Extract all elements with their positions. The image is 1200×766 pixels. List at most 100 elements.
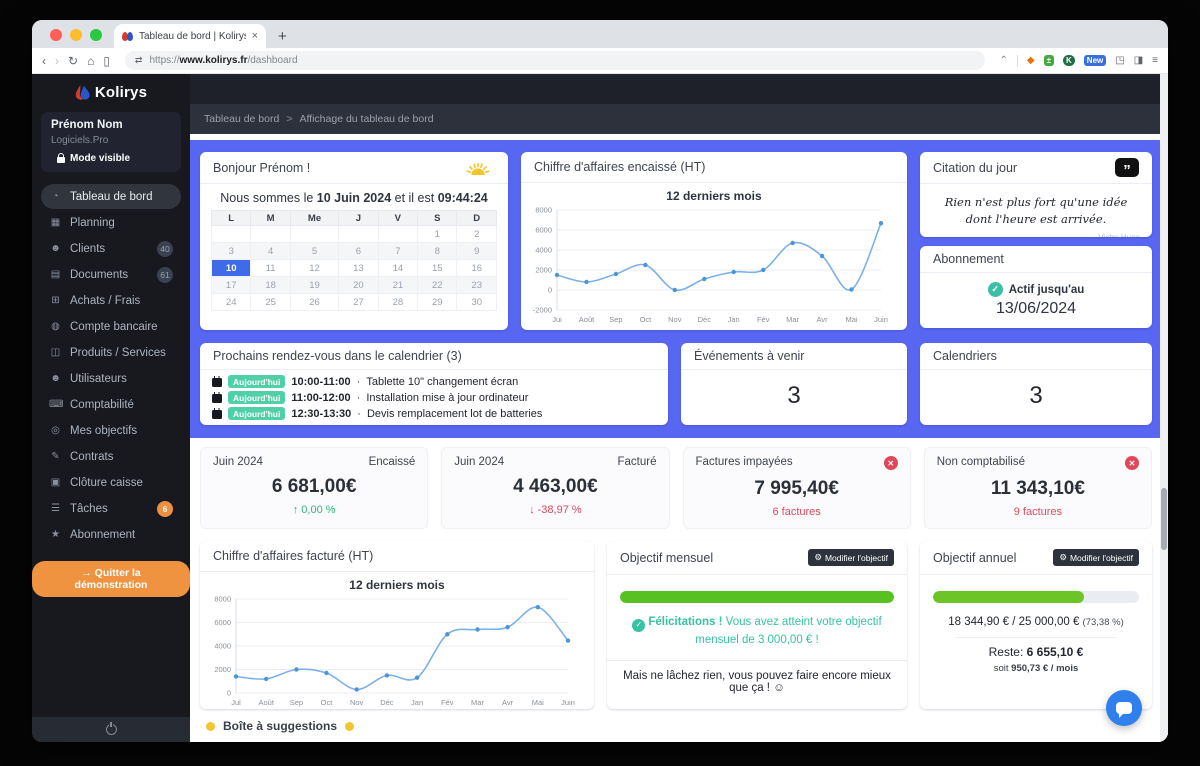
sidebar-item-utilisateurs[interactable]: ☻ Utilisateurs [41,366,181,391]
sidebar-item-compte-bancaire[interactable]: ◍ Compte bancaire [41,314,181,339]
power-icon[interactable] [105,721,117,735]
calendar-day[interactable]: 19 [289,276,340,294]
appointment-label: Tablette 10" changement écran [366,375,519,388]
svg-text:Mar: Mar [786,315,799,324]
calendar-day[interactable]: 29 [417,293,458,311]
calendar-day[interactable]: 24 [210,293,252,311]
edit-annual-goal-button[interactable]: ⚙ Modifier l'objectif [1053,549,1139,566]
appointment-label: Devis remplacement lot de batteries [366,407,543,420]
share-icon[interactable]: ⌃ [999,55,1008,66]
scrollbar[interactable] [1160,74,1168,742]
calendar-day[interactable]: 3 [210,242,252,260]
site-info-icon[interactable]: ⇄ [134,55,143,65]
quote-author: Victor Hugo [1098,232,1140,238]
sidebar-item-produits-services[interactable]: ◫ Produits / Services [41,340,181,365]
calendars-title: Calendriers [933,349,997,363]
calendar-day[interactable]: 8 [417,242,458,260]
calendar-day[interactable]: 4 [250,242,291,260]
stat-delta[interactable]: 9 factures [1013,506,1063,518]
sidebar-nav: ◔ Tableau de bord ▦ Planning ☻ Clients 40 ▤ Docu… [32,184,190,547]
calendar-day[interactable]: 30 [456,293,497,311]
sidebar-item-label: Comptabilité [70,398,134,411]
adblock-extension-icon[interactable]: ± [1043,55,1055,66]
bookmark-icon[interactable]: ▯ [103,53,110,68]
sidebar-item-documents[interactable]: ▤ Documents 61 [41,262,181,287]
calendar-day[interactable]: 22 [417,276,458,294]
mini-calendar[interactable]: L M Me J V S D 1 2 3 4 5 6 7 8 9 10 11 12 13 14 15 16 17 18 19 20… [210,210,497,311]
calendar-day[interactable]: 13 [338,259,379,277]
calendar-day[interactable]: 23 [456,276,497,294]
breadcrumb-root[interactable]: Tableau de bord [204,113,280,125]
home-icon[interactable]: ⌂ [87,53,95,68]
new-badge-icon[interactable]: New [1083,55,1107,66]
visibility-mode-toggle[interactable]: Mode visible [57,153,171,164]
svg-text:Sep: Sep [290,698,303,707]
stat-value: 4 463,00€ [513,476,598,497]
calendar-day[interactable]: 6 [338,242,379,260]
menu-icon[interactable]: ≡ [1152,55,1158,66]
sidebar-item-label: Clôture caisse [70,476,143,489]
calendar-day[interactable]: 16 [456,259,497,277]
sidebar-item-cloture-caisse[interactable]: ▣ Clôture caisse [41,470,181,495]
stat-delta[interactable]: 6 factures [772,506,821,518]
back-icon[interactable]: ‹ [42,53,46,68]
sidebar-item-tableau-de-bord[interactable]: ◔ Tableau de bord [41,184,181,209]
sidebar-item-contrats[interactable]: ✎ Contrats [41,444,181,469]
k-extension-icon[interactable]: K [1063,55,1075,66]
calendar-day[interactable]: 5 [289,242,340,260]
appointment-row[interactable]: Aujourd'hui 10:00-11:00 · Tablette 10" chan… [212,375,656,388]
stat-value: 7 995,40€ [754,478,839,499]
sidebar-item-abonnement[interactable]: ★ Abonnement [41,522,181,547]
chat-widget-button[interactable] [1106,690,1142,726]
calendar-day[interactable]: 2 [456,225,497,243]
sidebar-item-comptabilite[interactable]: ⌨ Comptabilité [41,392,181,417]
extensions-icon[interactable]: ◳ [1115,55,1125,66]
appointment-row[interactable]: Aujourd'hui 12:30-13:30 · Devis remplacemen… [212,407,656,420]
close-window-button[interactable] [50,29,62,41]
reload-icon[interactable]: ↻ [68,53,79,68]
calendar-day[interactable]: 28 [377,293,419,311]
calendar-day[interactable]: 15 [417,259,458,277]
svg-text:4000: 4000 [214,642,231,651]
forward-icon[interactable]: › [55,53,59,68]
calendar-day[interactable]: 26 [289,293,340,311]
suggestions-header[interactable]: Boîte à suggestions [206,719,1152,733]
calendar-day[interactable]: 9 [456,242,497,260]
scrollbar-thumb[interactable] [1161,488,1167,551]
today-badge: Aujourd'hui [228,391,286,404]
svg-text:Avr: Avr [502,698,514,707]
calendar-day[interactable]: 14 [377,259,419,277]
calendar-day[interactable]: 12 [289,259,340,277]
appointments-title: Prochains rendez-vous dans le calendrier… [213,349,462,363]
sidebar-item-achats-frais[interactable]: ⊞ Achats / Frais [41,288,181,313]
calendar-day[interactable]: 18 [250,276,291,294]
sidebar-toggle-icon[interactable]: ◨ [1133,55,1144,66]
calendar-day[interactable]: 7 [377,242,419,260]
quit-demo-button[interactable]: → Quitter la démonstration [32,561,190,597]
sidebar-item-taches[interactable]: ☰ Tâches 6 [41,496,181,521]
browser-tab[interactable]: Tableau de bord | Kolirys.fr × [114,24,266,48]
calendar-day[interactable]: 17 [210,276,252,294]
new-tab-button[interactable]: + [278,28,287,45]
calendar-day[interactable]: 27 [338,293,379,311]
calendar-day[interactable]: 10 [210,259,252,277]
appointment-row[interactable]: Aujourd'hui 11:00-12:00 · Installation mise… [212,391,656,404]
calendar-day[interactable]: 1 [417,225,458,243]
sidebar-item-planning[interactable]: ▦ Planning [41,210,181,235]
error-circle-icon: ✕ [1125,456,1139,470]
calendar-day[interactable]: 11 [250,259,291,277]
minimize-window-button[interactable] [70,29,82,41]
accounting-icon: ⌨ [49,399,64,410]
app-logo[interactable]: Kolirys [32,76,190,108]
url-bar[interactable]: ⇄ https://www.kolirys.fr/dashboard [124,51,985,70]
chart-subtitle: 12 derniers mois [666,189,762,203]
shield-extension-icon[interactable]: ◆ [1026,55,1035,66]
maximize-window-button[interactable] [90,29,102,41]
sidebar-item-clients[interactable]: ☻ Clients 40 [41,236,181,261]
calendar-day[interactable]: 25 [250,293,291,311]
sidebar-item-mes-objectifs[interactable]: ◎ Mes objectifs [41,418,181,443]
edit-monthly-goal-button[interactable]: ⚙ Modifier l'objectif [808,549,894,566]
calendar-day[interactable]: 21 [377,276,419,294]
close-tab-icon[interactable]: × [251,30,258,42]
calendar-day[interactable]: 20 [338,276,379,294]
